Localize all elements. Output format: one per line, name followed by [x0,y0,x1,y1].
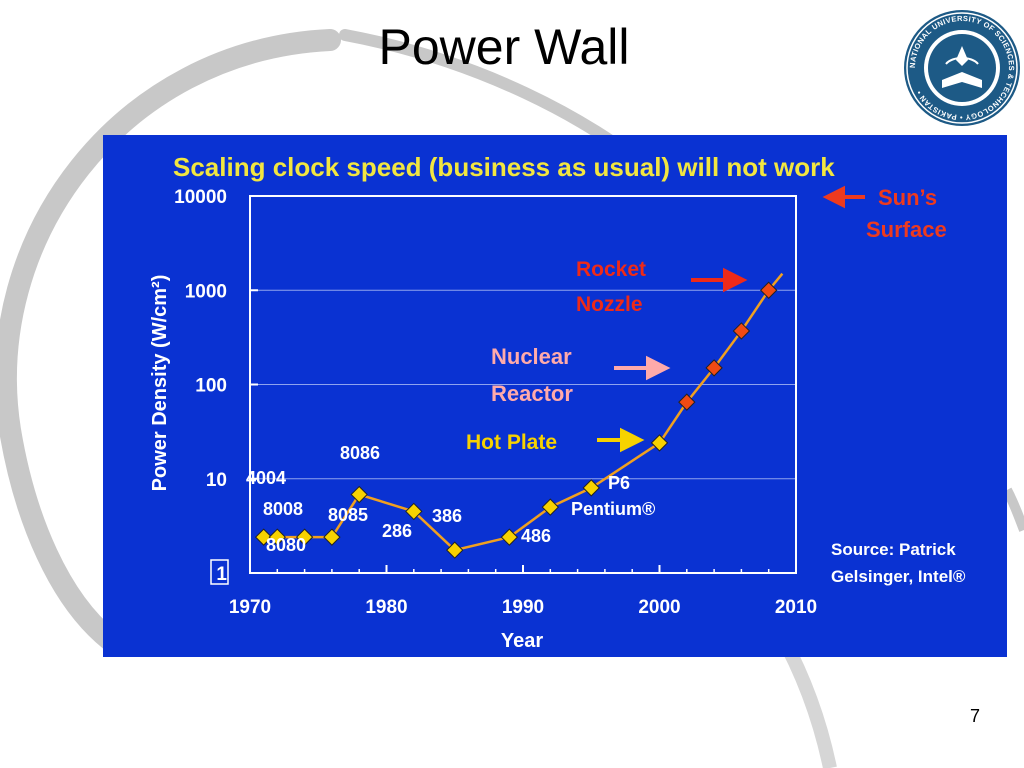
nuclear-reactor-arrow [614,355,671,381]
data-point-1972 [268,528,287,546]
annotation-rocket-nozzle: Rocket Nozzle [576,258,646,316]
point-label-486: 486 [521,526,551,546]
x-axis: 1970 1980 1990 2000 2010 [229,565,817,618]
svg-text:Surface: Surface [866,217,947,242]
data-point-1978 [350,485,368,504]
data-markers [254,281,778,559]
rocket-nozzle-arrow [691,267,748,293]
data-point-2000 [650,434,669,452]
series-line [263,272,784,552]
chart-panel: 1 10 100 1000 10000 1970 1980 1990 2000 2010 Sca… [103,135,1007,657]
suns-surface-arrow [822,185,865,209]
y-axis-label: Power Density (W/cm²) [149,275,171,492]
x-tick-label-1970: 1970 [229,597,271,618]
data-point-2004 [705,359,723,377]
data-point-1976 [323,528,341,546]
point-label-8086: 8086 [340,443,380,463]
data-point-1989 [500,528,519,546]
annotation-hot-plate: Hot Plate [466,431,557,454]
y-tick-label-100: 100 [195,376,227,397]
data-point-1995 [582,479,600,497]
y-axis: 1 10 100 1000 10000 [174,187,258,585]
point-labels: 4004 8008 8080 8085 8086 286 386 486 P6 … [246,443,655,555]
x-tick-label-1980: 1980 [365,597,407,618]
data-point-1985 [446,541,464,559]
svg-text:Source: Patrick: Source: Patrick [831,540,956,559]
gridlines [250,289,796,480]
x-tick-label-2010: 2010 [775,597,817,618]
data-point-1992 [541,498,560,516]
point-label-4004: 4004 [246,468,286,488]
y-tick-label-box [210,559,229,585]
y-tick-label-1: 1 [216,564,227,585]
svg-text:Rocket: Rocket [576,258,646,281]
point-label-p6: P6 [608,473,630,493]
point-label-8008: 8008 [263,499,303,519]
svg-text:Reactor: Reactor [491,381,573,406]
data-point-2002 [678,393,696,411]
point-label-8080: 8080 [266,535,306,555]
university-logo: NATIONAL UNIVERSITY OF SCIENCES & TECHNO… [904,10,1020,126]
point-label-8085: 8085 [328,505,368,525]
data-point-1971 [254,528,273,546]
point-label-386: 386 [432,506,462,526]
y-tick-label-10: 10 [206,470,227,491]
svg-text:Nozzle: Nozzle [576,293,643,316]
svg-text:Nuclear: Nuclear [491,344,572,369]
power-density-chart: 1 10 100 1000 10000 1970 1980 1990 2000 2010 Sca… [149,152,966,652]
data-point-1982 [405,502,423,521]
data-point-1974 [295,528,314,546]
slide-title: Power Wall [378,19,630,75]
data-point-2008 [759,281,778,299]
annotation-nuclear-reactor: Nuclear Reactor [491,344,573,406]
svg-text:Gelsinger, Intel®: Gelsinger, Intel® [831,567,966,586]
y-tick-label-1000: 1000 [185,281,227,302]
page-number: 7 [970,706,981,726]
x-tick-label-1990: 1990 [502,597,544,618]
x-axis-label: Year [501,630,543,652]
svg-text:Sun’s: Sun’s [878,185,937,210]
data-point-2006 [732,322,751,340]
point-label-pentium: Pentium® [571,499,655,519]
x-tick-label-2000: 2000 [638,597,680,618]
point-label-286: 286 [382,521,412,541]
source-note: Source: Patrick Gelsinger, Intel® [831,540,966,586]
hot-plate-arrow [597,427,645,453]
annotation-suns-surface: Sun’s Surface [866,185,947,242]
chart-title: Scaling clock speed (business as usual) … [173,152,835,182]
y-tick-label-10000: 10000 [174,187,227,208]
